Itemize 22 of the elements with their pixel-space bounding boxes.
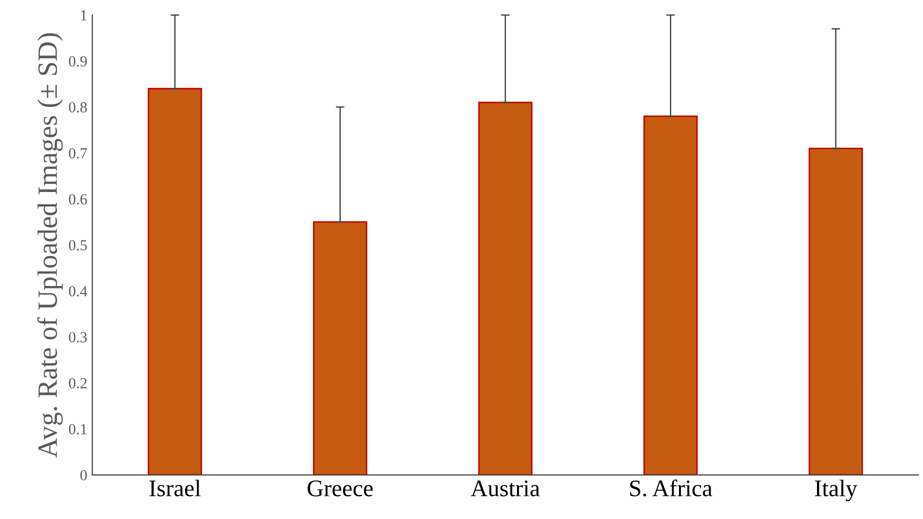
y-tick-label: 0 — [80, 470, 87, 480]
y-tick-label: 0.5 — [68, 240, 87, 250]
bar — [478, 102, 532, 475]
bar — [643, 116, 698, 475]
bar — [312, 221, 368, 475]
x-tick-label: Austria — [470, 480, 540, 496]
y-tick-label: 0.1 — [68, 424, 87, 434]
x-tick-label: Italy — [814, 480, 858, 502]
bar — [148, 88, 202, 475]
y-tick-label: 0.7 — [68, 148, 87, 159]
y-tick-label: 0.3 — [68, 332, 87, 342]
x-tick-label: Greece — [308, 480, 373, 496]
x-tick-label: Israel — [150, 480, 201, 496]
x-tick-label: S. Africa — [630, 480, 712, 496]
y-tick-label: 0.2 — [68, 378, 87, 388]
y-tick-label: 1 — [81, 10, 87, 20]
bar — [808, 148, 863, 475]
y-tick-label: 0.6 — [68, 194, 87, 205]
y-tick-label: 0.9 — [68, 56, 87, 67]
y-tick-label: 0.4 — [68, 286, 88, 296]
y-tick-label: 0.8 — [68, 102, 87, 113]
y-axis-title: Avg. Rate of Uploaded Images (± SD) — [37, 33, 63, 458]
